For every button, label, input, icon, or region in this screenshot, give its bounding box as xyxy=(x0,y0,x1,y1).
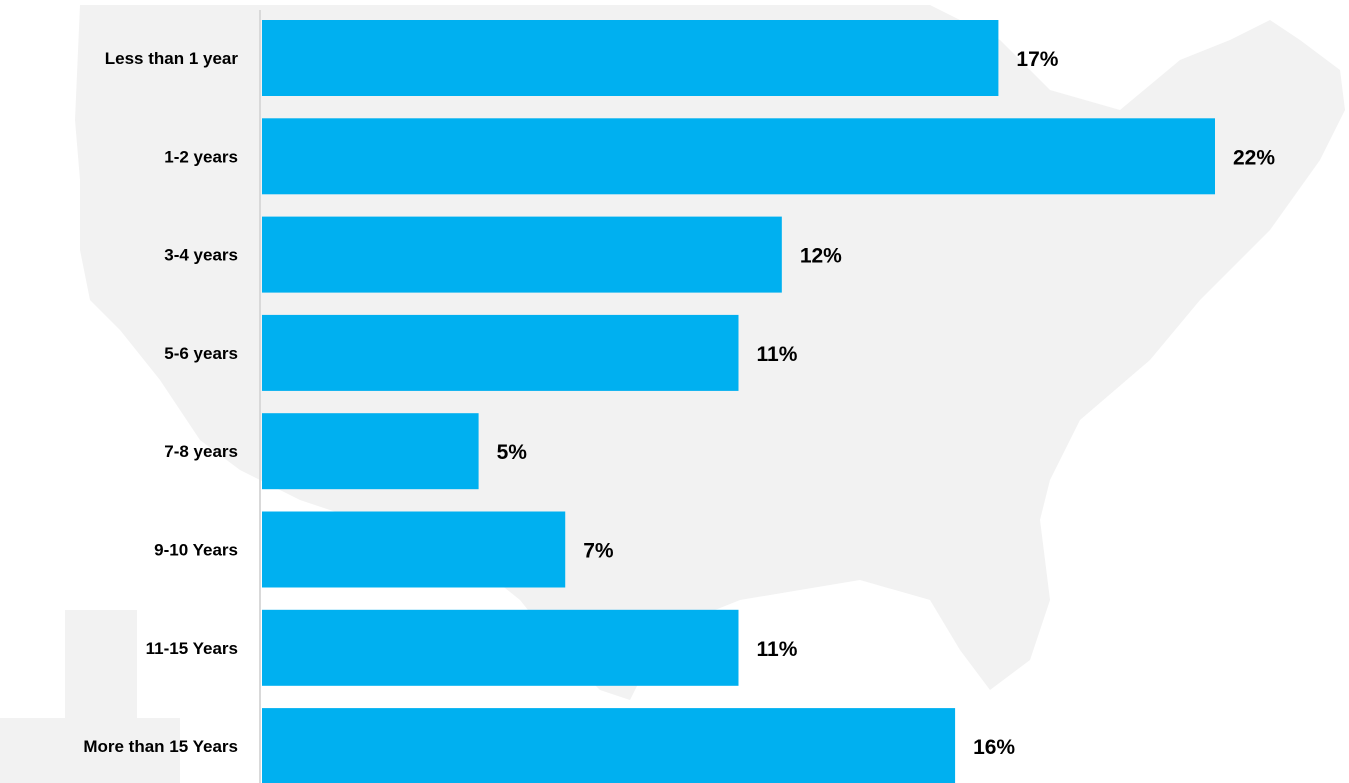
bar-4 xyxy=(262,413,479,490)
bar-7 xyxy=(262,708,956,783)
category-label: 1-2 years xyxy=(164,147,238,166)
value-label: 22% xyxy=(1233,146,1275,169)
category-label: 3-4 years xyxy=(164,246,238,265)
category-label: 11-15 Years xyxy=(146,639,238,658)
value-label: 12% xyxy=(800,245,842,268)
value-label: 11% xyxy=(757,343,798,366)
bar-5 xyxy=(262,511,566,588)
bar-3 xyxy=(262,314,739,391)
category-label: More than 15 Years xyxy=(83,737,238,756)
value-label: 5% xyxy=(497,441,528,464)
labels-group: Less than 1 year 17% 1-2 years 22% 3-4 years… xyxy=(83,48,1275,759)
value-label: 16% xyxy=(973,736,1015,759)
value-label: 17% xyxy=(1016,48,1058,71)
bar-6 xyxy=(262,609,739,686)
category-label: 9-10 Years xyxy=(154,541,238,560)
bar-1 xyxy=(262,118,1215,195)
bar-0 xyxy=(262,20,999,96)
category-label: 5-6 years xyxy=(164,344,238,363)
value-label: 11% xyxy=(757,638,798,661)
bars-group xyxy=(262,20,1215,783)
bar-2 xyxy=(262,216,782,293)
category-label: Less than 1 year xyxy=(105,49,239,68)
decorative-block-2 xyxy=(0,718,180,783)
category-label: 7-8 years xyxy=(164,442,238,461)
value-label: 7% xyxy=(583,540,614,563)
